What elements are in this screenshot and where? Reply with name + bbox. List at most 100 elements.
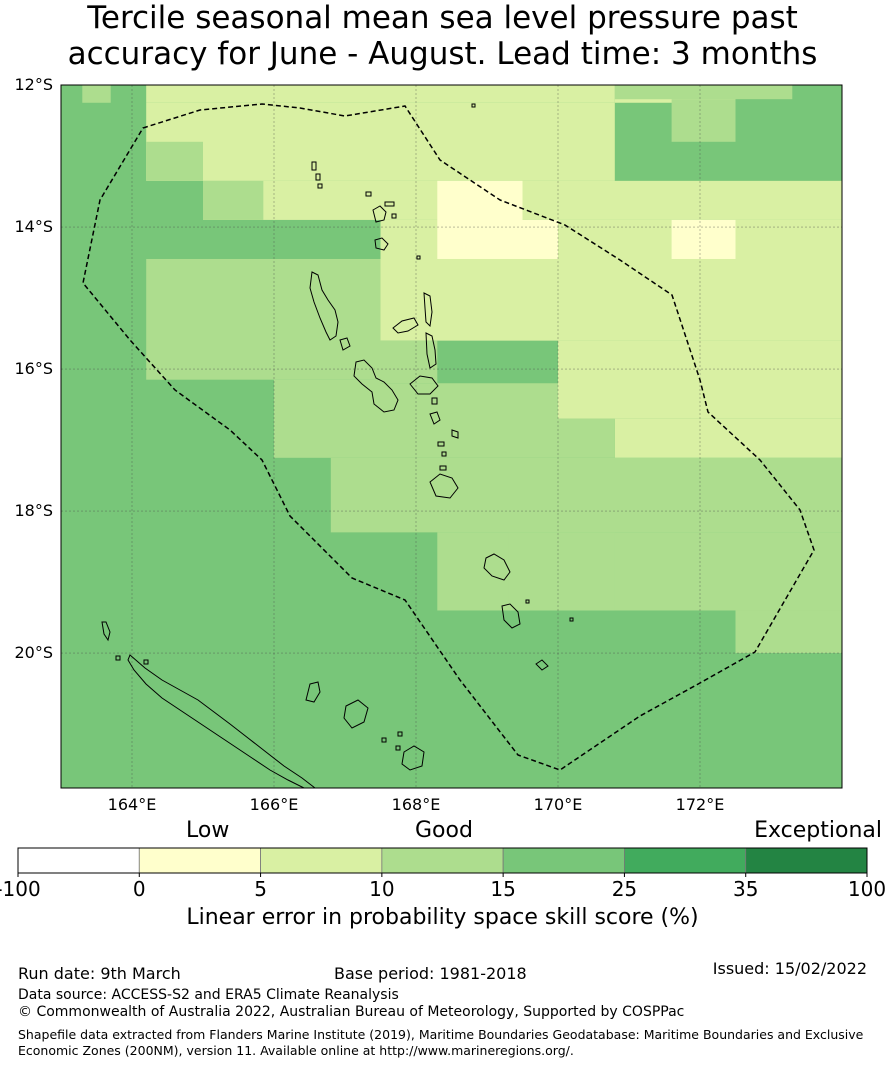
legend-good-label: Good [415,818,473,843]
island-tanna [501,603,521,629]
map-frame [60,84,843,789]
island-merelava [416,255,421,260]
island-erromango [483,553,511,581]
run-date: Run date: 9th March [18,964,181,983]
skill-region [380,383,558,458]
lon-tick-label: 170°E [534,795,583,814]
island-epi [429,411,441,425]
skill-regions [61,85,842,788]
skill-region [671,219,736,259]
island-banks-1 [365,191,372,197]
longitude-labels: 164°E 166°E 168°E 170°E 172°E [108,795,725,814]
lat-tick-label: 18°S [14,501,53,520]
island-small-nc-1 [115,655,121,661]
skill-region [735,610,842,654]
skill-region [437,180,523,259]
island-pentecost [425,332,437,369]
lon-tick-label: 168°E [392,795,441,814]
skill-region [508,532,615,611]
shapefile-credit: Shapefile data extracted from Flanders M… [18,1027,864,1058]
colorbar: -100 0 5 10 15 25 35 100 [0,847,885,900]
island-malo [339,337,351,351]
island-aneityum [535,659,549,671]
skill-region [203,180,264,220]
island-malakula [353,359,399,413]
legend-exceptional-label: Exceptional [754,818,882,843]
latitude-labels: 12°S 14°S 16°S 18°S 20°S [14,75,53,662]
gridlines [61,85,842,788]
lon-tick-label: 166°E [250,795,299,814]
lon-tick-label: 164°E [108,795,157,814]
colorbar-segment [502,847,625,874]
island-aoba [392,317,419,334]
island-banks-2 [384,201,395,207]
island-small-nc-4 [397,731,403,737]
island-vanua-lava [372,205,387,223]
skill-region [437,532,842,611]
skill-region [82,85,111,103]
island-maewo [423,292,433,328]
colorbar-segment [260,847,383,874]
skill-map: 12°S 14°S 16°S 18°S 20°S 164°E 166°E 168°E 170°… [14,75,843,814]
colorbar-segments [17,847,868,874]
skill-region [558,418,615,458]
skill-region [146,102,615,181]
title-line-1: Tercile seasonal mean sea level pressure… [87,0,798,36]
data-source: Data source: ACCESS-S2 and ERA5 Climate … [18,987,399,1003]
island-gaua [374,237,389,251]
skill-region [274,379,381,458]
colorbar-tick-label: 15 [490,877,515,900]
colorbar-segment [17,847,140,874]
colorbar-segment [381,847,504,874]
island-loyalty-lifou [343,699,369,729]
island-loyalty-ouvea [305,681,321,703]
colorbar-tick-label: 10 [369,877,394,900]
island-efate [429,473,459,499]
skill-region [522,219,558,259]
island-torres-1 [311,161,317,171]
title-line-2: accuracy for June - August. Lead time: 3… [67,36,818,72]
island-loyalty-mare [401,745,425,771]
island-torres-2 [315,173,321,181]
lat-tick-label: 16°S [14,359,53,378]
colorbar-tick-label: 25 [612,877,637,900]
island-belep [101,621,111,642]
colorbar-title: Linear error in probability space skill … [186,905,699,930]
chart-title: Tercile seasonal mean sea level pressure… [0,0,885,72]
island-torres-3 [317,183,323,189]
island-aniwa [525,599,530,604]
skill-region [614,418,842,458]
colorbar-tick-label: 0 [133,877,146,900]
colorbar-frame [17,847,868,874]
issued-date: Issued: 15/02/2022 [712,959,867,978]
colorbar-ticks: -100 0 5 10 15 25 35 100 [0,873,885,900]
island-shepherd [451,429,459,439]
colorbar-segment [138,847,261,874]
colorbar-tick-label: -100 [0,877,41,900]
island-small-1 [437,441,445,447]
colorbar-tick-label: 35 [733,877,758,900]
lat-tick-label: 12°S [14,75,53,94]
legend-low-label: Low [186,818,230,843]
colorbar-segment [745,847,868,874]
island-ambrym [409,375,439,395]
island-tikopia [471,103,476,108]
copyright: © Commonwealth of Australia 2022, Austra… [18,1004,685,1020]
skill-region [146,141,203,181]
island-small-nc-3 [381,737,387,743]
skill-region [614,85,793,100]
lon-tick-label: 172°E [676,795,725,814]
island-espiritu-santo [309,271,339,341]
skill-region [146,258,381,380]
island-small-3 [439,465,447,471]
colorbar-segment [624,847,747,874]
island-banks-3 [391,213,397,219]
island-small-4 [431,397,438,405]
skill-region [380,340,438,384]
lat-tick-label: 14°S [14,217,53,236]
skill-region [146,85,615,103]
island-small-2 [441,451,447,457]
island-futuna [569,617,574,622]
colorbar-tick-label: 5 [254,877,267,900]
skill-region [671,99,736,142]
